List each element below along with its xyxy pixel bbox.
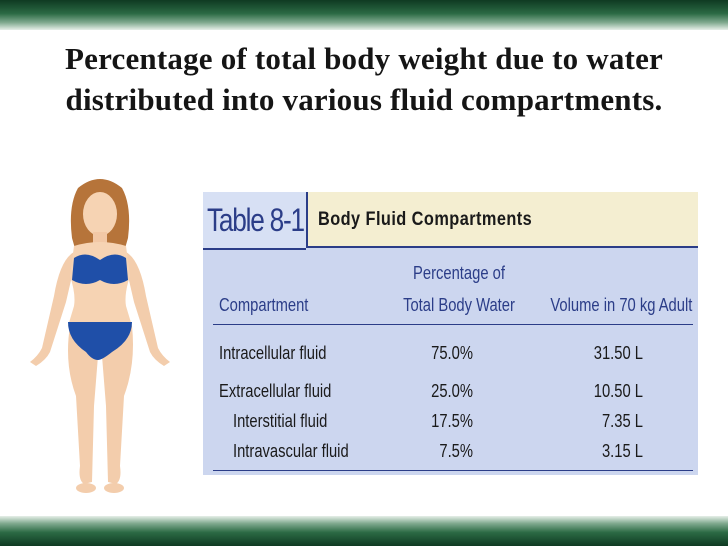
slide-title: Percentage of total body weight due to w… bbox=[65, 41, 663, 117]
row-intracellular-volume: 31.50 L bbox=[593, 343, 643, 363]
column-header-compartment: Compartment bbox=[219, 295, 309, 315]
column-header-volume: Volume in 70 kg Adult bbox=[550, 295, 693, 315]
table-number-label: Table 8-1 bbox=[207, 202, 305, 238]
row-interstitial-volume: 7.35 L bbox=[601, 411, 643, 431]
row-intravascular-volume: 3.15 L bbox=[601, 441, 643, 461]
table-title-box: Body Fluid Compartments bbox=[306, 192, 698, 248]
bottom-decorative-band bbox=[0, 516, 728, 546]
table-label-box: Table 8-1 bbox=[203, 192, 306, 250]
row-intravascular-name: Intravascular fluid bbox=[233, 441, 349, 461]
footer-rule bbox=[213, 470, 693, 471]
row-intracellular-percent: 75.0% bbox=[431, 343, 473, 363]
table-header: Table 8-1 Body Fluid Compartments bbox=[203, 192, 698, 250]
top-decorative-band bbox=[0, 0, 728, 30]
column-header-percentage-line2: Total Body Water bbox=[403, 295, 515, 315]
row-extracellular-percent: 25.0% bbox=[431, 381, 473, 401]
row-interstitial-percent: 17.5% bbox=[431, 411, 473, 431]
human-figure-icon bbox=[30, 179, 170, 493]
row-intravascular-percent: 7.5% bbox=[439, 441, 473, 461]
table-title: Body Fluid Compartments bbox=[318, 209, 533, 230]
row-extracellular-volume: 10.50 L bbox=[593, 381, 643, 401]
row-extracellular-name: Extracellular fluid bbox=[219, 381, 332, 401]
body-fluid-table: Table 8-1 Body Fluid Compartments Compar… bbox=[203, 192, 698, 475]
column-header-percentage-line1: Percentage of bbox=[413, 263, 505, 283]
row-intracellular-name: Intracellular fluid bbox=[219, 343, 327, 363]
row-interstitial-name: Interstitial fluid bbox=[233, 411, 328, 431]
header-rule bbox=[213, 324, 693, 325]
